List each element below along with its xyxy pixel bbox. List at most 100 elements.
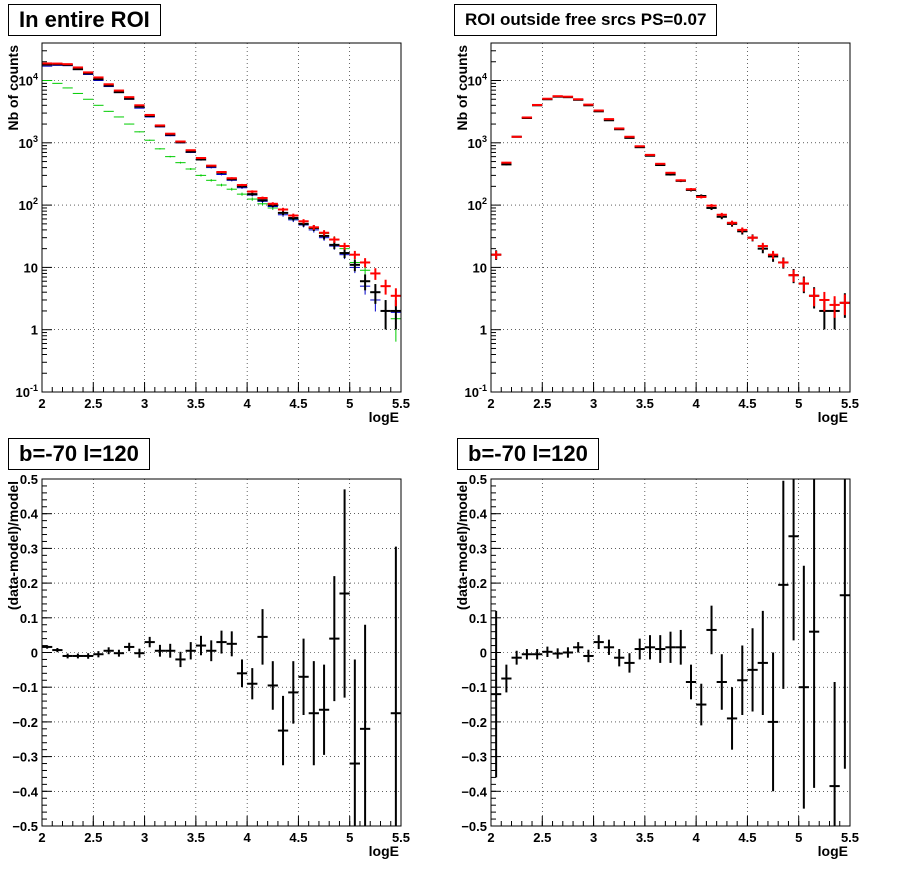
- y-tick-label: −0.5: [12, 819, 38, 834]
- data-point: [799, 566, 809, 809]
- data-point: [501, 162, 511, 163]
- data-point: [840, 294, 850, 315]
- data-point: [155, 125, 165, 126]
- data-point: [747, 235, 757, 241]
- data-point: [665, 632, 675, 663]
- data-point: [512, 651, 522, 665]
- panel-title: b=-70 l=120: [8, 438, 150, 470]
- data-point: [268, 661, 278, 710]
- x-tick-label: 3.5: [187, 396, 205, 411]
- data-point: [706, 204, 716, 207]
- data-point: [165, 156, 175, 158]
- axes: [42, 51, 401, 392]
- data-point: [696, 196, 706, 199]
- x-tick-label: 3.5: [636, 396, 654, 411]
- panel-title: In entire ROI: [8, 4, 161, 36]
- data-point: [216, 631, 226, 654]
- data-point: [350, 251, 360, 259]
- data-point: [206, 640, 216, 661]
- y-axis-label: Nb of counts: [454, 45, 470, 131]
- data-point: [124, 643, 134, 651]
- data-point: [93, 651, 103, 657]
- data-point: [227, 631, 237, 656]
- x-axis-label: logE: [818, 843, 848, 859]
- data-point: [247, 668, 257, 699]
- data-point: [134, 649, 144, 658]
- data-point: [134, 131, 144, 132]
- data-point: [819, 292, 829, 312]
- data-point: [360, 274, 370, 290]
- y-tick-label: −0.4: [12, 784, 38, 799]
- series-green: [42, 80, 401, 341]
- data-point: [145, 637, 155, 647]
- series-black: [42, 64, 401, 329]
- data-point: [155, 645, 165, 657]
- series-black: [491, 96, 850, 329]
- data-point: [257, 609, 267, 665]
- data-point: [655, 635, 665, 663]
- data-point: [604, 119, 614, 120]
- y-tick-label: −0.1: [12, 680, 38, 695]
- data-point: [186, 168, 196, 170]
- y-axis-label: Nb of counts: [5, 45, 21, 131]
- y-tick-label: −0.2: [12, 715, 38, 730]
- grid: [491, 43, 850, 392]
- data-point: [758, 611, 768, 715]
- series-blue: [42, 65, 401, 328]
- data-point: [778, 258, 788, 267]
- data-point: [778, 481, 788, 689]
- x-tick-label: 2: [38, 396, 45, 411]
- y-axis-label: (data-model)/model: [454, 481, 470, 610]
- data-point: [278, 208, 288, 212]
- y-tick-label: 102: [468, 196, 487, 213]
- data-point: [134, 108, 144, 109]
- data-point: [83, 653, 93, 659]
- data-point: [809, 288, 819, 306]
- series-black: [42, 489, 401, 826]
- x-tick-label: 3: [141, 396, 148, 411]
- data-point: [788, 479, 798, 640]
- data-point: [696, 684, 706, 726]
- data-point: [501, 665, 511, 693]
- y-tick-label: −0.2: [461, 715, 487, 730]
- data-point: [655, 163, 665, 165]
- plot-frame: [491, 43, 850, 392]
- data-point: [339, 249, 349, 258]
- data-point: [319, 665, 329, 755]
- y-tick-label: 0.1: [20, 611, 38, 626]
- y-tick-label: 103: [468, 134, 487, 151]
- data-point: [532, 105, 542, 106]
- data-point: [52, 648, 62, 652]
- y-axis-label: (data-model)/model: [5, 481, 21, 610]
- data-point: [196, 636, 206, 655]
- data-point: [594, 635, 604, 649]
- data-point: [686, 188, 696, 190]
- data-point: [491, 611, 501, 778]
- data-point: [175, 162, 185, 164]
- data-point: [645, 635, 655, 659]
- data-point: [227, 188, 237, 191]
- x-tick-label: 4.5: [289, 830, 307, 845]
- data-point: [717, 654, 727, 710]
- x-tick-label: 4.5: [738, 396, 756, 411]
- data-point: [583, 650, 593, 662]
- data-point: [319, 230, 329, 235]
- data-point: [175, 141, 185, 142]
- y-tick-label: 0.3: [469, 541, 487, 556]
- data-point: [124, 98, 134, 99]
- x-tick-label: 2.5: [84, 396, 102, 411]
- series-black: [491, 479, 850, 826]
- data-point: [840, 479, 850, 769]
- data-point: [196, 157, 206, 158]
- x-tick-label: 5: [795, 396, 802, 411]
- data-point: [768, 653, 778, 792]
- data-point: [175, 652, 185, 667]
- y-tick-label: 103: [19, 134, 38, 151]
- data-point: [563, 647, 573, 657]
- y-tick-label: 10: [24, 260, 38, 275]
- x-tick-label: 4.5: [738, 830, 756, 845]
- data-point: [155, 148, 165, 149]
